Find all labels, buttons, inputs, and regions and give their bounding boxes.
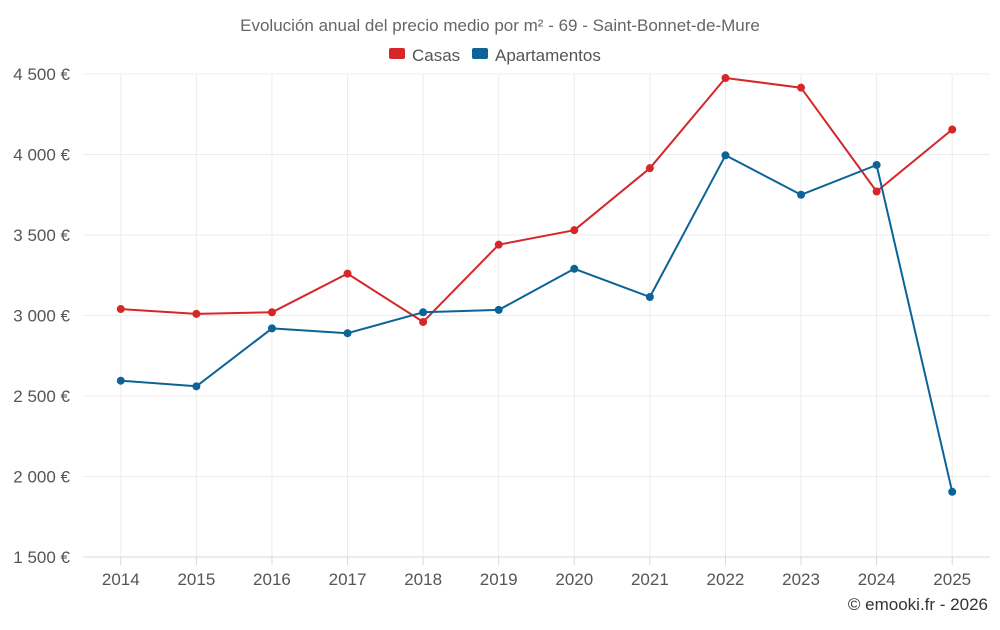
- x-tick-label: 2018: [404, 570, 442, 589]
- data-point[interactable]: [343, 329, 352, 338]
- x-tick-label: 2023: [782, 570, 820, 589]
- series-casas: [116, 74, 957, 326]
- x-tick-label: 2021: [631, 570, 669, 589]
- y-tick-label: 3 500 €: [13, 226, 70, 245]
- data-point[interactable]: [872, 187, 881, 196]
- legend-item-apartamentos[interactable]: Apartamentos: [472, 46, 601, 65]
- x-tick-label: 2016: [253, 570, 291, 589]
- legend: Casas Apartamentos: [389, 46, 601, 65]
- data-point[interactable]: [797, 190, 806, 199]
- y-tick-label: 3 000 €: [13, 307, 70, 326]
- series-layer: [116, 74, 957, 496]
- data-point[interactable]: [494, 240, 503, 249]
- data-point[interactable]: [116, 305, 125, 314]
- data-point[interactable]: [494, 305, 503, 314]
- x-tick-label: 2025: [933, 570, 971, 589]
- x-tick-label: 2022: [707, 570, 745, 589]
- data-point[interactable]: [645, 164, 654, 173]
- x-tick-label: 2019: [480, 570, 518, 589]
- data-point[interactable]: [419, 308, 428, 317]
- data-point[interactable]: [419, 317, 428, 326]
- legend-item-casas[interactable]: Casas: [389, 46, 460, 65]
- y-tick-label: 4 500 €: [13, 65, 70, 84]
- data-point[interactable]: [267, 308, 276, 317]
- chart-title: Evolución anual del precio medio por m² …: [240, 16, 760, 35]
- series-line: [120, 154, 954, 493]
- data-point[interactable]: [267, 324, 276, 333]
- data-point[interactable]: [797, 83, 806, 92]
- data-point[interactable]: [570, 226, 579, 235]
- axes: 1 500 € 2 000 € 2 500 € 3 000 € 3 500 € 4 000…: [13, 65, 990, 589]
- series-line: [120, 77, 953, 323]
- data-point[interactable]: [570, 264, 579, 273]
- x-tick-label: 2017: [329, 570, 367, 589]
- data-point[interactable]: [192, 382, 201, 391]
- x-tick-label: 2015: [177, 570, 215, 589]
- credit-text: © emooki.fr - 2026: [848, 595, 988, 614]
- legend-label: Casas: [412, 46, 460, 65]
- data-point[interactable]: [343, 269, 352, 278]
- grid: [83, 73, 990, 558]
- legend-swatch: [389, 48, 405, 59]
- y-tick-label: 4 000 €: [13, 146, 70, 165]
- y-tick-label: 1 500 €: [13, 548, 70, 567]
- data-point[interactable]: [116, 376, 125, 385]
- series-apartamentos: [116, 151, 957, 496]
- data-point[interactable]: [948, 125, 957, 134]
- data-point[interactable]: [192, 309, 201, 318]
- data-point[interactable]: [948, 487, 957, 496]
- legend-label: Apartamentos: [495, 46, 601, 65]
- y-tick-label: 2 000 €: [13, 468, 70, 487]
- x-tick-label: 2020: [555, 570, 593, 589]
- x-tick-label: 2024: [858, 570, 896, 589]
- x-tick-label: 2014: [102, 570, 140, 589]
- data-point[interactable]: [872, 160, 881, 169]
- data-point[interactable]: [721, 74, 730, 83]
- data-point[interactable]: [721, 151, 730, 160]
- y-tick-label: 2 500 €: [13, 387, 70, 406]
- legend-swatch: [472, 48, 488, 59]
- data-point[interactable]: [645, 292, 654, 301]
